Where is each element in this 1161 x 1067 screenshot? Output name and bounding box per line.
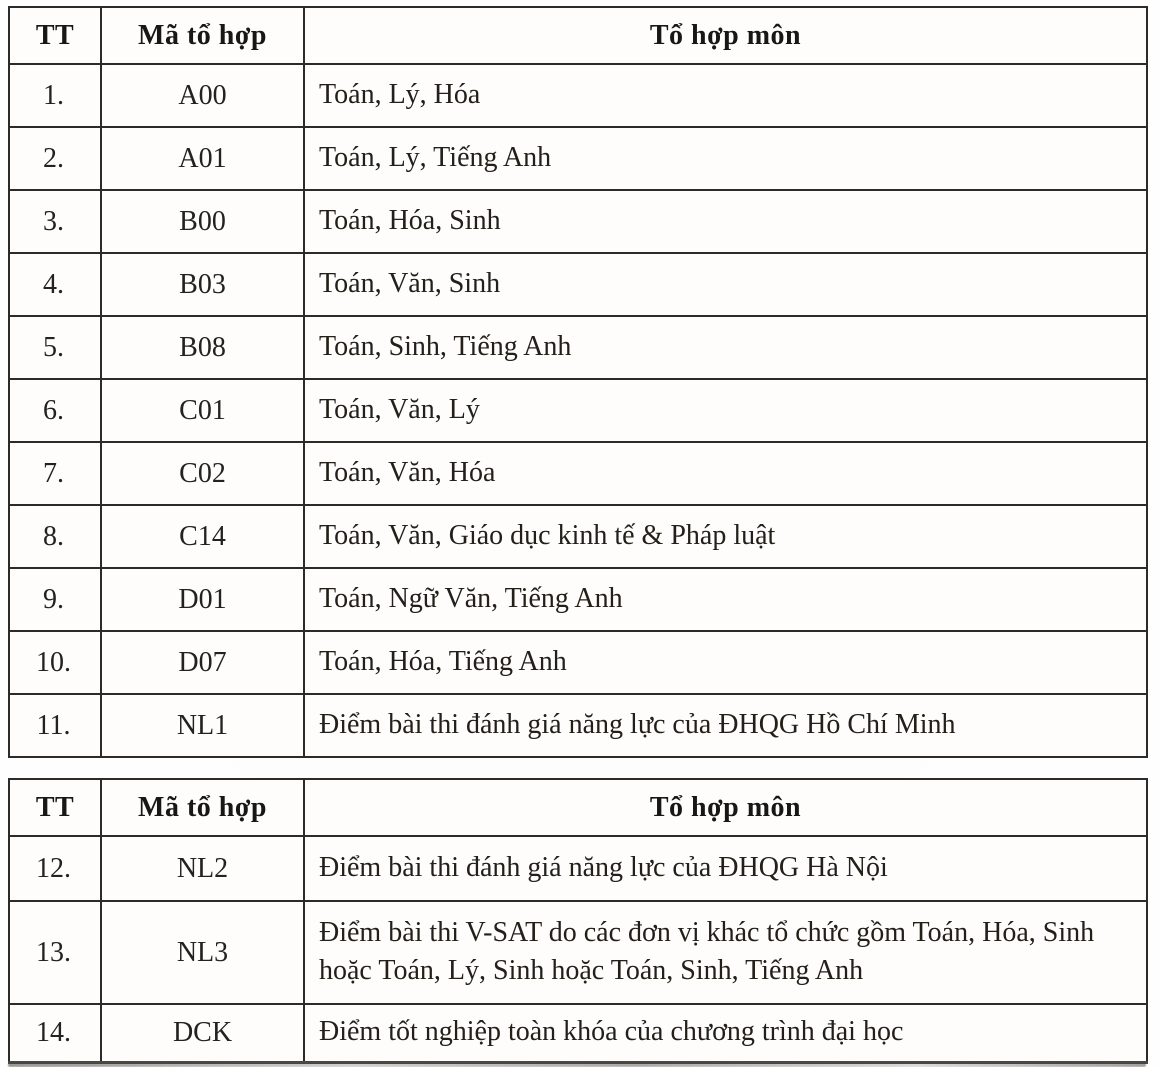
combo-subjects: Toán, Văn, Giáo dục kinh tế & Pháp luật (303, 504, 1148, 569)
table-row: 10. D07 Toán, Hóa, Tiếng Anh (8, 630, 1148, 695)
combo-code: D01 (100, 567, 305, 632)
table-row: 4. B03 Toán, Văn, Sinh (8, 252, 1148, 317)
row-number: 11. (8, 693, 102, 758)
combo-code: C02 (100, 441, 305, 506)
table-header-row: TT Mã tổ hợp Tổ hợp môn (8, 778, 1148, 837)
row-number: 4. (8, 252, 102, 317)
combo-subjects: Toán, Sinh, Tiếng Anh (303, 315, 1148, 380)
row-number: 6. (8, 378, 102, 443)
combo-code: C01 (100, 378, 305, 443)
table-row: 6. C01 Toán, Văn, Lý (8, 378, 1148, 443)
combo-subjects: Toán, Ngữ Văn, Tiếng Anh (303, 567, 1148, 632)
subject-combination-table-1: TT Mã tổ hợp Tổ hợp môn 1. A00 Toán, Lý,… (8, 6, 1148, 758)
table-row: 8. C14 Toán, Văn, Giáo dục kinh tế & Phá… (8, 504, 1148, 569)
column-header-subjects: Tổ hợp môn (303, 6, 1148, 65)
row-number: 12. (8, 835, 102, 902)
row-number: 3. (8, 189, 102, 254)
table-row: 14. DCK Điểm tốt nghiệp toàn khóa của ch… (8, 1003, 1148, 1063)
combo-code: NL2 (100, 835, 305, 902)
row-number: 1. (8, 63, 102, 128)
table-row: 1. A00 Toán, Lý, Hóa (8, 63, 1148, 128)
row-number: 14. (8, 1003, 102, 1063)
combo-subjects: Toán, Hóa, Tiếng Anh (303, 630, 1148, 695)
combo-subjects: Toán, Văn, Hóa (303, 441, 1148, 506)
column-header-code: Mã tổ hợp (100, 6, 305, 65)
combo-code: D07 (100, 630, 305, 695)
table-row: 13. NL3 Điểm bài thi V-SAT do các đơn vị… (8, 900, 1148, 1005)
combo-code: NL1 (100, 693, 305, 758)
subject-combination-table-2: TT Mã tổ hợp Tổ hợp môn 12. NL2 Điểm bài… (8, 778, 1148, 1064)
combo-code: A01 (100, 126, 305, 191)
row-number: 8. (8, 504, 102, 569)
row-number: 13. (8, 900, 102, 1005)
column-header-code: Mã tổ hợp (100, 778, 305, 837)
row-number: 2. (8, 126, 102, 191)
combo-code: B03 (100, 252, 305, 317)
combo-subjects: Điểm bài thi đánh giá năng lực của ĐHQG … (303, 693, 1148, 758)
combo-subjects: Điểm bài thi V-SAT do các đơn vị khác tổ… (303, 900, 1148, 1005)
table-row: 11. NL1 Điểm bài thi đánh giá năng lực c… (8, 693, 1148, 758)
combo-subjects: Điểm tốt nghiệp toàn khóa của chương trì… (303, 1003, 1148, 1063)
table-row: 7. C02 Toán, Văn, Hóa (8, 441, 1148, 506)
column-header-subjects: Tổ hợp môn (303, 778, 1148, 837)
table-row: 3. B00 Toán, Hóa, Sinh (8, 189, 1148, 254)
row-number: 10. (8, 630, 102, 695)
scan-edge-artifact (8, 1063, 1146, 1067)
row-number: 9. (8, 567, 102, 632)
table-row: 9. D01 Toán, Ngữ Văn, Tiếng Anh (8, 567, 1148, 632)
combo-code: DCK (100, 1003, 305, 1063)
combo-subjects: Toán, Văn, Sinh (303, 252, 1148, 317)
combo-subjects: Toán, Văn, Lý (303, 378, 1148, 443)
row-number: 5. (8, 315, 102, 380)
scanned-document-page: TT Mã tổ hợp Tổ hợp môn 1. A00 Toán, Lý,… (0, 6, 1161, 1067)
table-row: 12. NL2 Điểm bài thi đánh giá năng lực c… (8, 835, 1148, 902)
combo-subjects: Điểm bài thi đánh giá năng lực của ĐHQG … (303, 835, 1148, 902)
combo-code: B00 (100, 189, 305, 254)
combo-code: A00 (100, 63, 305, 128)
column-header-tt: TT (8, 6, 102, 65)
row-number: 7. (8, 441, 102, 506)
combo-subjects: Toán, Lý, Tiếng Anh (303, 126, 1148, 191)
column-header-tt: TT (8, 778, 102, 837)
table-header-row: TT Mã tổ hợp Tổ hợp môn (8, 6, 1148, 65)
combo-subjects: Toán, Hóa, Sinh (303, 189, 1148, 254)
combo-code: C14 (100, 504, 305, 569)
combo-code: B08 (100, 315, 305, 380)
combo-subjects: Toán, Lý, Hóa (303, 63, 1148, 128)
table-row: 5. B08 Toán, Sinh, Tiếng Anh (8, 315, 1148, 380)
combo-code: NL3 (100, 900, 305, 1005)
table-row: 2. A01 Toán, Lý, Tiếng Anh (8, 126, 1148, 191)
